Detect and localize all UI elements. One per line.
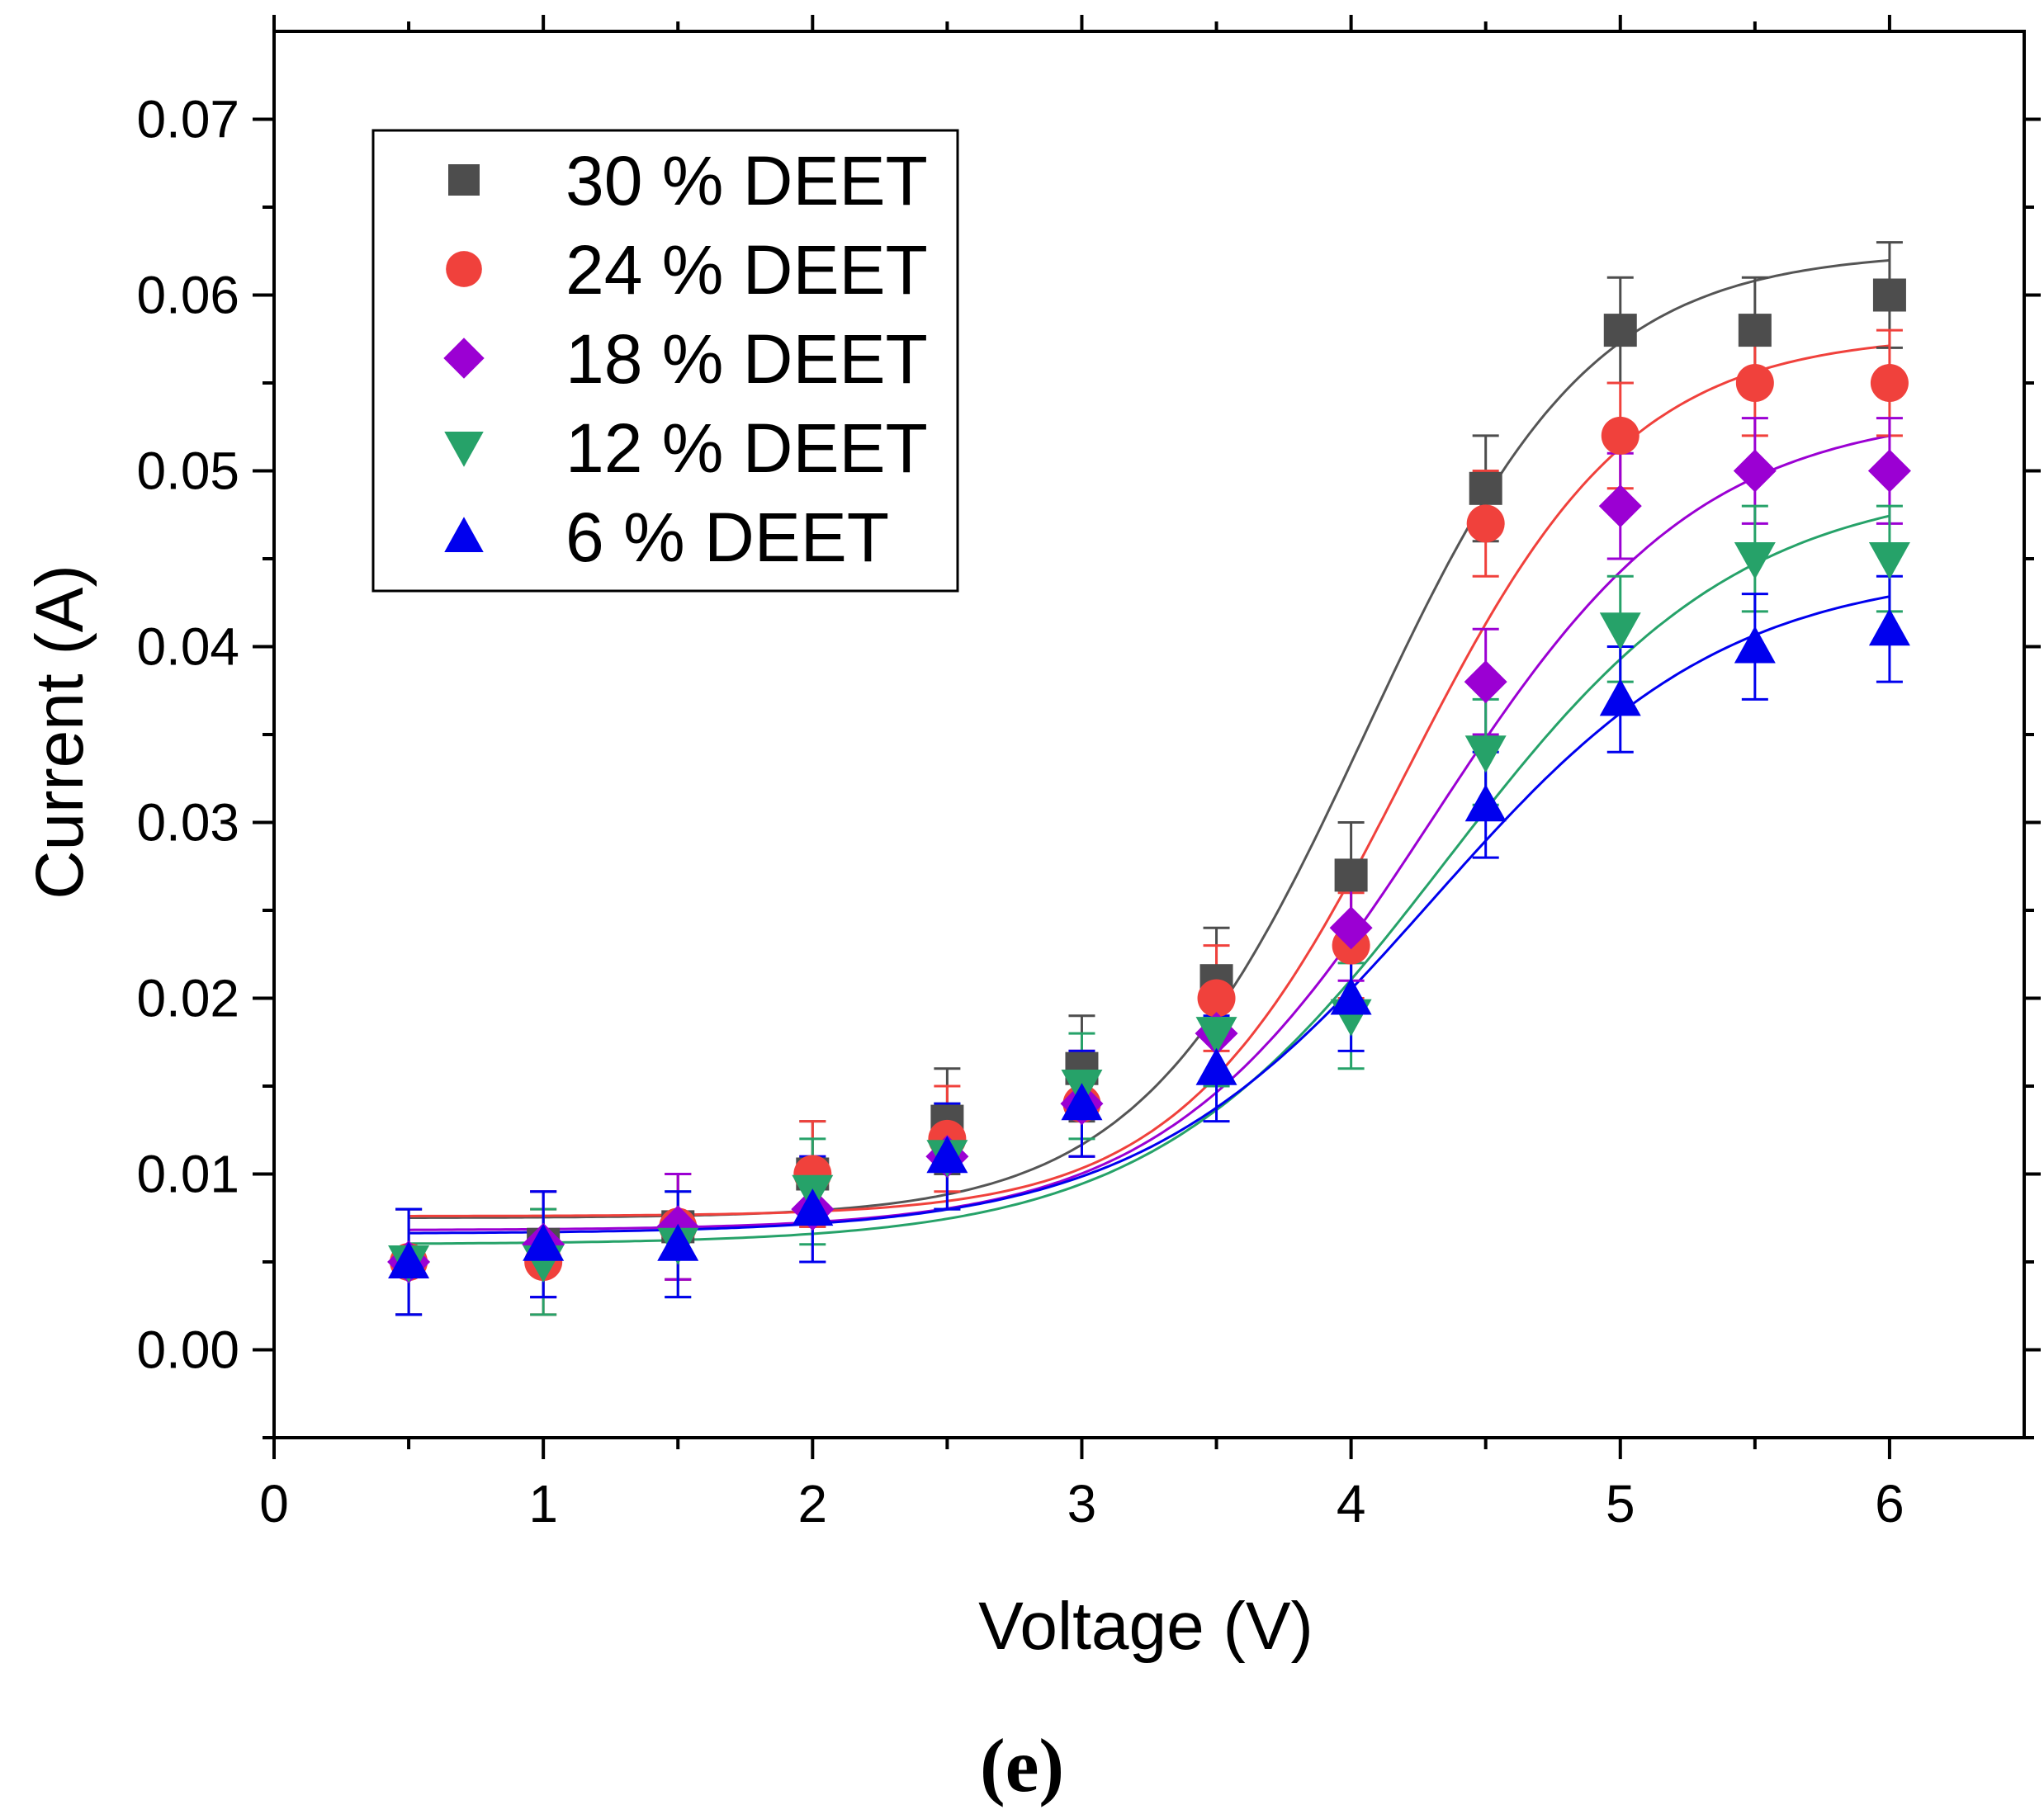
data-point-12-deet [1464,735,1507,773]
legend-label: 6 % DEET [565,498,889,576]
data-point-12-deet [1868,542,1910,579]
legend-item: 6 % DEET [444,498,889,576]
data-point-18-deet [1329,906,1373,950]
data-point-18-deet [1598,484,1642,528]
fit-lines [409,258,1890,1245]
y-tick-label: 0.03 [136,793,239,853]
data-point-24-deet [1197,979,1236,1018]
data-point-24-deet [1466,504,1505,543]
data-point-30-deet [1469,471,1502,505]
legend-marker-6-deet [444,517,484,552]
data-point-18-deet [1464,660,1507,704]
legend: 30 % DEET 24 % DEET 18 % DEET 12 % DEET 6 % … [371,129,959,593]
data-point-6-deet [1464,784,1507,822]
data-point-18-deet [1867,449,1911,493]
data-point-12-deet [1195,1017,1237,1055]
fit-line-6-deet [409,595,1890,1235]
y-tick-label: 0.00 [136,1321,239,1380]
axis-ticks [253,15,2041,1459]
legend-marker-30-deet [448,164,480,196]
data-point-6-deet [1195,1047,1237,1085]
y-tick-label: 0.07 [136,90,239,149]
data-point-6-deet [926,1136,968,1174]
legend-label: 24 % DEET [565,231,928,309]
panel-label: (e) [980,1723,1064,1807]
data-point-6-deet [1599,678,1641,716]
data-point-24-deet [1601,416,1639,455]
data-markers [387,278,1911,1283]
legend-item: 18 % DEET [443,320,928,398]
data-point-6-deet [657,1223,699,1261]
x-tick-label: 4 [1337,1474,1366,1533]
legend-item: 30 % DEET [448,142,928,220]
legend-marker-18-deet [443,338,485,379]
data-point-18-deet [1733,449,1777,493]
x-tick-label: 5 [1606,1474,1635,1533]
data-point-24-deet [1735,364,1774,402]
fit-line-18-deet [409,434,1890,1231]
x-axis-label: Voltage (V) [978,1589,1313,1664]
data-point-6-deet [388,1241,430,1278]
y-tick-label: 0.04 [136,617,239,677]
data-point-30-deet [1872,278,1906,312]
data-point-24-deet [1870,364,1909,402]
legend-label: 18 % DEET [565,320,928,398]
legend-marker-24-deet [446,251,482,287]
x-tick-label: 3 [1067,1474,1097,1533]
x-tick-label: 0 [259,1474,289,1533]
y-tick-label: 0.05 [136,442,239,501]
data-point-6-deet [792,1188,834,1226]
data-point-12-deet [1599,612,1641,650]
data-point-30-deet [1334,858,1368,892]
data-point-6-deet [1061,1083,1103,1121]
x-tick-label: 2 [798,1474,828,1533]
x-tick-label: 1 [528,1474,558,1533]
y-tick-label: 0.06 [136,266,239,325]
x-tick-label: 6 [1875,1474,1904,1533]
y-tick-label: 0.02 [136,969,239,1028]
legend-item: 24 % DEET [446,231,928,309]
data-point-12-deet [1734,542,1776,579]
legend-item: 12 % DEET [444,409,928,487]
data-point-30-deet [1603,314,1637,347]
data-point-6-deet [1868,608,1910,646]
fit-line-24-deet [409,344,1890,1217]
y-axis-label: Current (A) [22,565,97,900]
data-point-6-deet [1734,626,1776,664]
legend-label: 30 % DEET [565,142,928,220]
y-tick-labels: 0.00 0.01 0.02 0.03 0.04 0.05 0.06 0.07 [136,90,239,1380]
y-tick-label: 0.01 [136,1145,239,1204]
data-point-6-deet [523,1223,565,1261]
legend-marker-12-deet [444,432,484,467]
x-tick-labels: 0 1 2 3 4 5 6 [259,1474,1904,1533]
legend-label: 12 % DEET [565,409,928,487]
data-point-30-deet [1738,314,1772,347]
data-point-6-deet [1330,977,1372,1015]
fit-line-12-deet [409,514,1890,1245]
